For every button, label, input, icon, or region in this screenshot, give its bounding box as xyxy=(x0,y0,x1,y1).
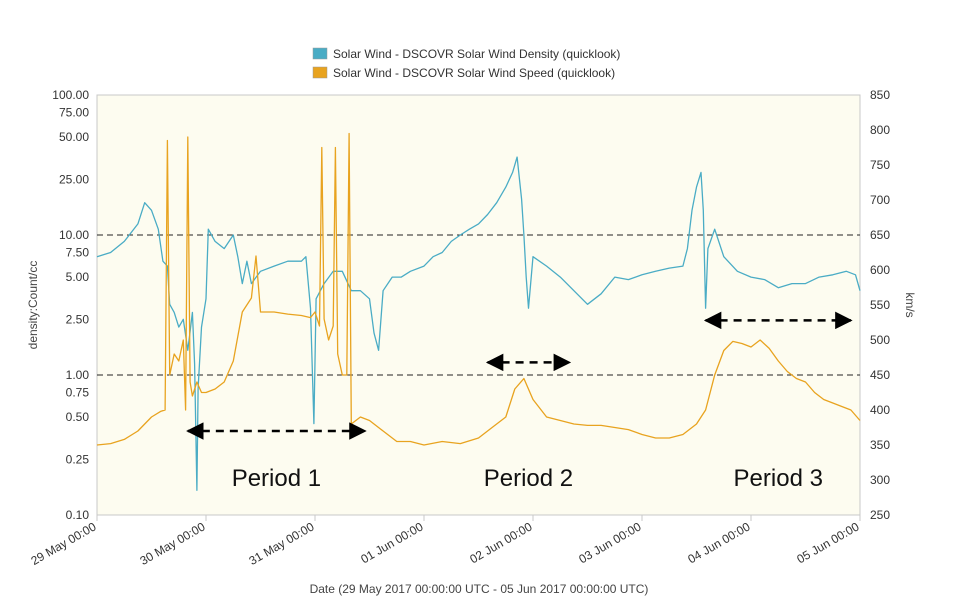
y-right-tick-label: 400 xyxy=(870,403,890,417)
period-annotations: Period 1 Period 2 Period 3 xyxy=(186,311,853,492)
x-tick-label: 03 Jun 00:00 xyxy=(576,519,643,566)
y-right-tick-label: 500 xyxy=(870,333,890,347)
legend[interactable]: Solar Wind - DSCOVR Solar Wind Density (… xyxy=(312,47,620,80)
plot-background xyxy=(96,94,861,516)
y-right-tick-label: 600 xyxy=(870,263,890,277)
x-tick-label: 05 Jun 00:00 xyxy=(794,519,861,566)
y-left-tick-label: 75.00 xyxy=(59,105,89,119)
period-label-3: Period 3 xyxy=(734,465,823,492)
y-right-tick-label: 700 xyxy=(870,193,890,207)
y-axis-left-title: density:Count/cc xyxy=(26,261,40,350)
y-left-tick-label: 0.10 xyxy=(66,508,90,522)
series-line-density xyxy=(96,156,861,491)
y-left-tick-label: 25.00 xyxy=(59,172,89,186)
x-tick-label: 31 May 00:00 xyxy=(247,519,317,568)
y-right-tick-label: 250 xyxy=(870,508,890,522)
y-right-tick-label: 850 xyxy=(870,88,890,102)
y-left-tick-label: 1.00 xyxy=(66,368,90,382)
y-left-tick-label: 0.75 xyxy=(66,385,90,399)
x-tick-label: 02 Jun 00:00 xyxy=(467,519,534,566)
y-axis-left-ticks: 0.10 0.25 0.50 0.75 1.00 2.50 5.00 7.50 10.00 25.… xyxy=(52,88,89,522)
x-tick-label: 29 May 00:00 xyxy=(29,519,99,568)
legend-swatch-speed xyxy=(312,66,328,79)
y-left-tick-label: 100.00 xyxy=(52,88,89,102)
x-axis-ticks: 29 May 00:00 30 May 00:00 31 May 00:00 01 J… xyxy=(29,515,862,568)
y-left-tick-label: 10.00 xyxy=(59,228,89,242)
legend-label-speed: Solar Wind - DSCOVR Solar Wind Speed (qu… xyxy=(333,66,615,80)
y-right-tick-label: 750 xyxy=(870,158,890,172)
y-left-tick-label: 7.50 xyxy=(66,245,90,259)
y-left-tick-label: 2.50 xyxy=(66,312,90,326)
y-left-tick-label: 5.00 xyxy=(66,270,90,284)
x-axis-title: Date (29 May 2017 00:00:00 UTC - 05 Jun … xyxy=(310,582,649,596)
x-tick-label: 30 May 00:00 xyxy=(138,519,208,568)
y-right-tick-label: 450 xyxy=(870,368,890,382)
period-label-2: Period 2 xyxy=(484,465,573,492)
y-left-tick-label: 50.00 xyxy=(59,130,89,144)
y-axis-right-ticks: 250 300 350 400 450 500 550 600 650 700 750 800 850 xyxy=(870,88,890,522)
y-left-tick-label: 0.50 xyxy=(66,410,90,424)
series-line-speed xyxy=(96,132,861,446)
x-tick-label: 01 Jun 00:00 xyxy=(358,519,425,566)
legend-swatch-density xyxy=(312,47,328,60)
y-right-tick-label: 800 xyxy=(870,123,890,137)
series-lines xyxy=(96,132,861,491)
y-right-tick-label: 650 xyxy=(870,228,890,242)
reference-lines xyxy=(97,234,860,376)
legend-label-density: Solar Wind - DSCOVR Solar Wind Density (… xyxy=(333,47,620,61)
y-right-tick-label: 300 xyxy=(870,473,890,487)
y-axis-right-title: km/s xyxy=(903,292,917,317)
y-right-tick-label: 350 xyxy=(870,438,890,452)
x-tick-label: 04 Jun 00:00 xyxy=(685,519,752,566)
y-right-tick-label: 550 xyxy=(870,298,890,312)
y-left-tick-label: 0.25 xyxy=(66,452,90,466)
period-label-1: Period 1 xyxy=(232,465,321,492)
